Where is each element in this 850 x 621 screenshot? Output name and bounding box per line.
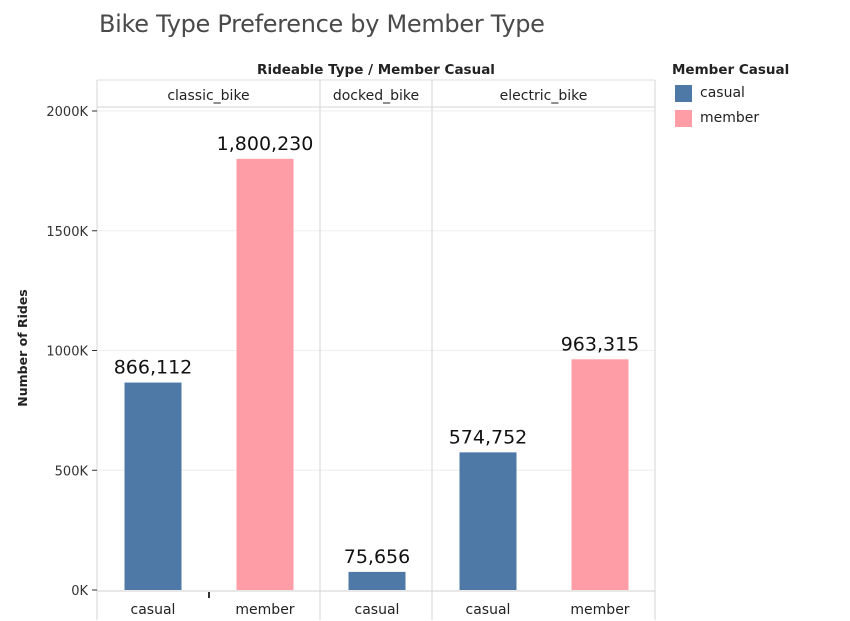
bar-classic_bike-casual: [124, 382, 182, 590]
legend-item-casual[interactable]: casual: [675, 84, 745, 102]
bar-electric_bike-member: [571, 359, 629, 590]
legend-title: Member Casual: [672, 62, 790, 78]
x-tick-label-classic_bike-member: member: [235, 602, 294, 618]
panel-header-electric_bike: electric_bike: [500, 88, 588, 104]
x-tick-label-electric_bike-casual: casual: [466, 602, 511, 618]
bar-docked_bike-casual: [348, 571, 406, 590]
data-label-electric_bike-casual: 574,752: [449, 426, 528, 448]
legend-swatch-casual: [675, 84, 692, 102]
x-tick-label-docked_bike-casual: casual: [355, 602, 400, 618]
panel-header-classic_bike: classic_bike: [167, 88, 249, 104]
y-tick-label-0: 0K: [71, 584, 88, 599]
bar-classic_bike-member: [236, 158, 294, 590]
y-tick-label-1: 500K: [55, 464, 89, 479]
data-label-electric_bike-member: 963,315: [561, 333, 640, 355]
x-tick-label-electric_bike-member: member: [570, 602, 629, 618]
data-label-classic_bike-casual: 866,112: [114, 357, 193, 379]
column-header: Rideable Type / Member Casual: [257, 62, 495, 78]
legend-item-member[interactable]: member: [675, 109, 759, 127]
x-tick-label-classic_bike-casual: casual: [131, 602, 176, 618]
y-tick-label-4: 2000K: [46, 105, 88, 120]
y-tick-label-2: 1000K: [46, 345, 88, 360]
y-axis-title: Number of Rides: [15, 289, 30, 406]
data-label-classic_bike-member: 1,800,230: [217, 133, 314, 155]
legend-label-member: member: [700, 110, 760, 126]
chart-title: Bike Type Preference by Member Type: [99, 10, 545, 38]
panel-header-docked_bike: docked_bike: [333, 88, 419, 104]
data-label-docked_bike-casual: 75,656: [344, 546, 410, 568]
bar-electric_bike-casual: [459, 452, 517, 590]
legend-label-casual: casual: [700, 85, 745, 101]
legend-swatch-member: [675, 109, 692, 127]
y-tick-label-3: 1500K: [46, 225, 88, 240]
